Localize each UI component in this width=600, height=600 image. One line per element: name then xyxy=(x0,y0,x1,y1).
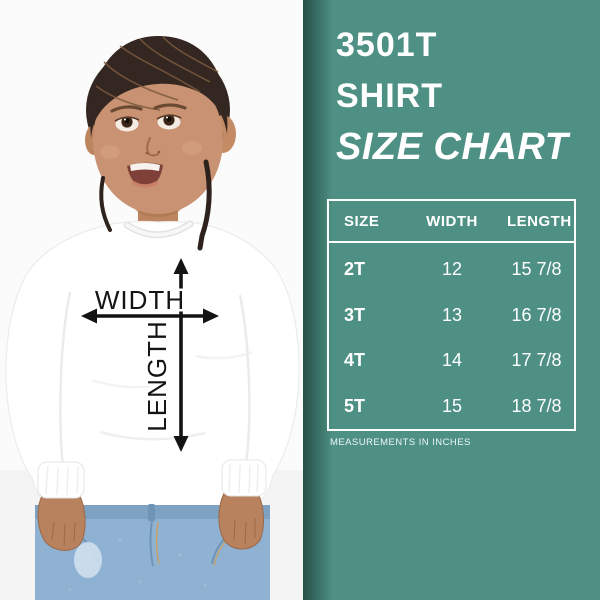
product-photo-panel: WIDTH LENGTH xyxy=(5,36,300,600)
panel-title: 3501T SHIRT SIZE CHART xyxy=(336,20,568,173)
length-cell: 17 7/8 xyxy=(511,350,562,371)
table-row: 5T 15 18 7/8 xyxy=(337,396,566,417)
width-cell: 15 xyxy=(441,395,463,416)
width-cell: 12 xyxy=(441,259,463,279)
size-table-body: 2T 12 15 7/8 3T 13 16 7/8 4T 14 17 7/8 5… xyxy=(329,243,574,429)
length-arrow-label: LENGTH xyxy=(142,320,172,431)
length-cell: 15 7/8 xyxy=(511,259,562,279)
measurement-arrows xyxy=(81,258,219,452)
eyes xyxy=(114,114,182,132)
title-line-2: SHIRT xyxy=(336,77,443,115)
table-row: 2T 12 15 7/8 xyxy=(337,259,566,280)
hands xyxy=(37,489,264,551)
size-table: SIZE WIDTH LENGTH 2T 12 15 7/8 3T 13 16 … xyxy=(327,199,576,431)
shirt-folds xyxy=(59,291,253,469)
title-line-3: SIZE CHART xyxy=(336,126,569,168)
column-header-length: LENGTH xyxy=(507,212,572,230)
column-header-size: SIZE xyxy=(344,212,380,230)
table-row: 4T 14 17 7/8 xyxy=(337,350,566,371)
measurements-footnote: MEASUREMENTS IN INCHES xyxy=(330,437,471,448)
size-table-header: SIZE WIDTH LENGTH xyxy=(329,201,574,243)
size-cell: 2T xyxy=(344,259,366,279)
toddler-head xyxy=(85,36,236,251)
sleeve-cuffs xyxy=(37,459,267,499)
mouth xyxy=(127,162,163,188)
cornrow-braids xyxy=(95,36,219,111)
size-cell: 3T xyxy=(344,304,366,325)
table-row: 3T 13 16 7/8 xyxy=(337,305,566,326)
toddler-photo-illustration: WIDTH LENGTH xyxy=(5,36,300,600)
size-chart-panel: 3501T SHIRT SIZE CHART SIZE WIDTH LENGTH… xyxy=(303,0,600,600)
nose xyxy=(146,137,159,157)
braid-left xyxy=(99,176,112,232)
width-cell: 13 xyxy=(441,304,463,325)
length-cell: 18 7/8 xyxy=(511,395,562,416)
width-arrow-label: WIDTH xyxy=(95,285,185,315)
length-cell: 16 7/8 xyxy=(511,304,562,325)
size-cell: 4T xyxy=(344,350,366,371)
column-header-width: WIDTH xyxy=(426,212,478,230)
width-cell: 14 xyxy=(441,350,463,371)
braid-right xyxy=(197,159,212,251)
title-line-1: 3501T xyxy=(336,26,438,64)
size-cell: 5T xyxy=(344,395,366,416)
